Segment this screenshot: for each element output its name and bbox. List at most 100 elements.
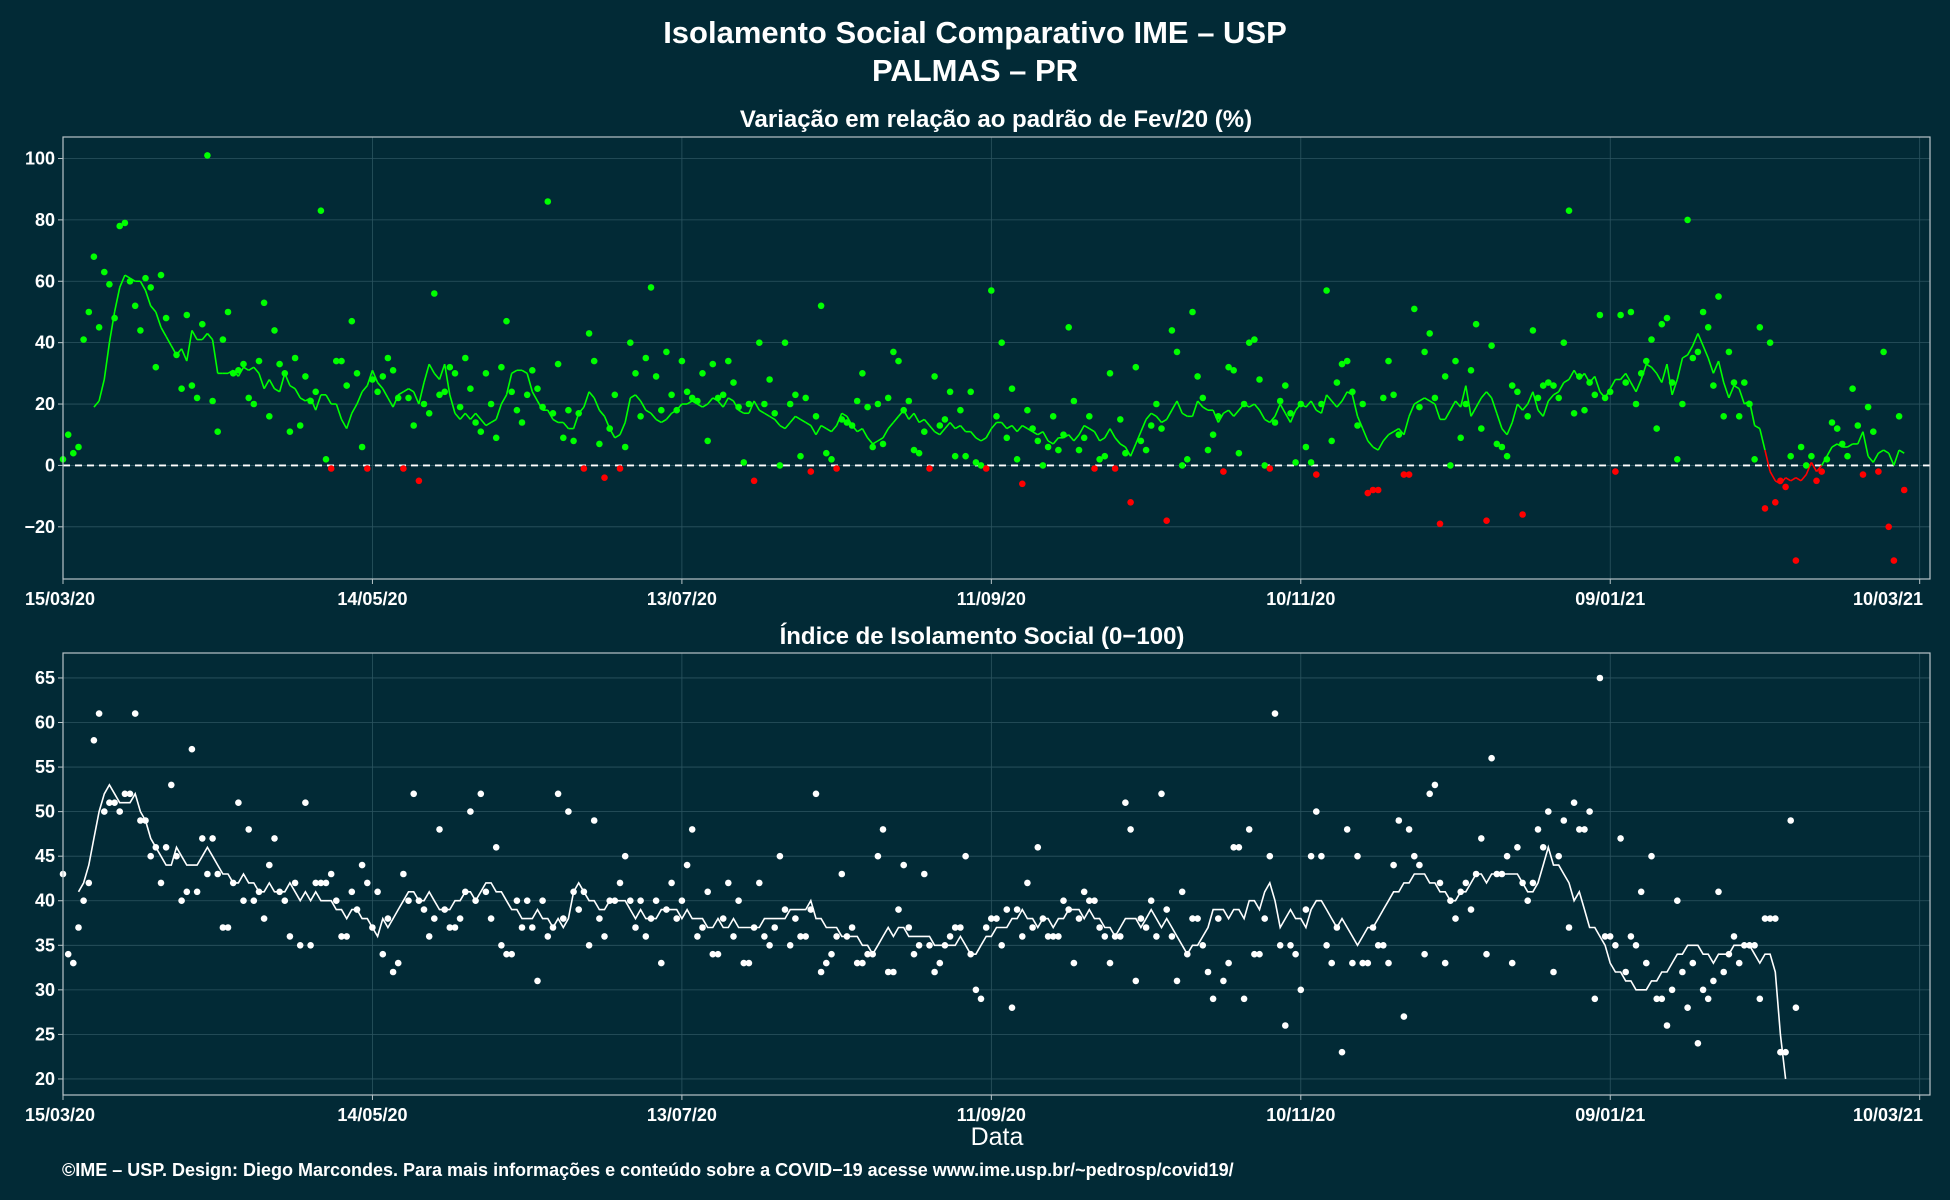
ma-segment (918, 418, 925, 424)
ma-segment (1068, 434, 1075, 442)
variation-point (544, 198, 552, 205)
variation-point (1854, 422, 1862, 429)
variation-point (1617, 311, 1624, 319)
variation-point (1797, 443, 1805, 451)
ma-segment (1676, 357, 1684, 380)
variation-point (879, 440, 887, 448)
ma-segment (274, 388, 281, 393)
variation-point (606, 425, 613, 432)
x-tick-label: 11/09/20 (957, 589, 1026, 609)
index-point (338, 933, 345, 940)
ma-segment (1274, 403, 1281, 417)
variation-point (312, 388, 320, 396)
index-point (1689, 959, 1697, 967)
ma-segment (1526, 391, 1534, 405)
index-point (1178, 888, 1186, 896)
index-point (611, 897, 619, 904)
index-point (168, 781, 175, 789)
index-point (1168, 933, 1176, 940)
ma-segment (1563, 378, 1570, 384)
variation-point (931, 373, 938, 380)
ma-segment (1176, 400, 1183, 414)
index-point (1524, 897, 1531, 904)
variation-point (1493, 440, 1501, 448)
variation-point (1576, 373, 1583, 380)
index-point (668, 879, 675, 887)
index-point (302, 799, 309, 806)
ma-segment (1878, 449, 1884, 454)
variation-point (1735, 413, 1743, 420)
index-point (1725, 950, 1733, 958)
ma-segment (1702, 345, 1709, 359)
index-point (761, 933, 768, 940)
variation-point (534, 385, 541, 393)
variation-point (1808, 452, 1815, 460)
variation-point (1380, 394, 1387, 402)
variation-point (322, 456, 330, 463)
index-point (802, 933, 809, 940)
index-point (580, 888, 588, 896)
ma-segment (428, 363, 436, 374)
variation-point (802, 394, 809, 402)
variation-point (1256, 376, 1263, 383)
index-point (1220, 977, 1227, 985)
index-point (807, 906, 815, 913)
ma-segment (1795, 477, 1802, 482)
ma-segment (1155, 415, 1163, 423)
index-point (379, 950, 387, 958)
index-point (848, 924, 856, 931)
index-point (1529, 879, 1537, 887)
variation-point (219, 336, 227, 343)
index-point (1622, 968, 1629, 976)
index-point (1534, 826, 1542, 833)
ma-segment (1686, 345, 1694, 356)
index-point (1034, 844, 1042, 851)
variation-point (1689, 354, 1697, 362)
y-tick-label: 40 (35, 891, 55, 911)
ma-segment (593, 397, 601, 411)
variation-point (106, 281, 113, 288)
variation-point (921, 428, 928, 436)
index-point (327, 870, 335, 878)
ma-segment (639, 400, 647, 411)
variation-point (1658, 320, 1666, 328)
figure-subtitle: PALMAS – PR (872, 53, 1078, 88)
index-point (1024, 879, 1031, 887)
index-point (1199, 942, 1207, 949)
variation-point (1075, 446, 1083, 454)
variation-point (193, 394, 201, 402)
panel2-y-ticks: 20 25 30 35 40 45 50 55 60 65 (35, 668, 63, 1089)
index-point (869, 950, 876, 958)
index-point (1653, 995, 1660, 1003)
y-tick-label: 45 (35, 846, 55, 866)
index-point (111, 799, 118, 806)
index-point (694, 933, 701, 940)
ma-segment (552, 418, 559, 424)
index-point (1674, 897, 1681, 904)
index-point (1132, 977, 1140, 985)
variation-point (209, 397, 216, 405)
index-point (508, 950, 515, 958)
ma-segment (624, 397, 632, 423)
index-point (1049, 933, 1057, 940)
index-point (936, 959, 944, 967)
ma-segment (412, 391, 420, 405)
index-point (652, 897, 660, 904)
y-tick-label: 40 (35, 333, 55, 353)
index-point (1545, 808, 1552, 815)
variation-point (147, 284, 154, 291)
ma-segment (769, 415, 776, 421)
variation-point (1606, 388, 1614, 396)
index-point (353, 906, 361, 913)
ma-segment (779, 424, 786, 430)
variation-point (1173, 348, 1181, 356)
variation-point (766, 376, 773, 383)
ma-segment (211, 339, 219, 374)
ma-segment (934, 430, 941, 436)
ma-segment (1429, 400, 1436, 405)
y-tick-label: 60 (35, 271, 55, 291)
variation-point (162, 314, 170, 322)
index-point (1467, 906, 1475, 913)
ma-segment (1382, 434, 1390, 442)
variation-point (1818, 468, 1825, 475)
